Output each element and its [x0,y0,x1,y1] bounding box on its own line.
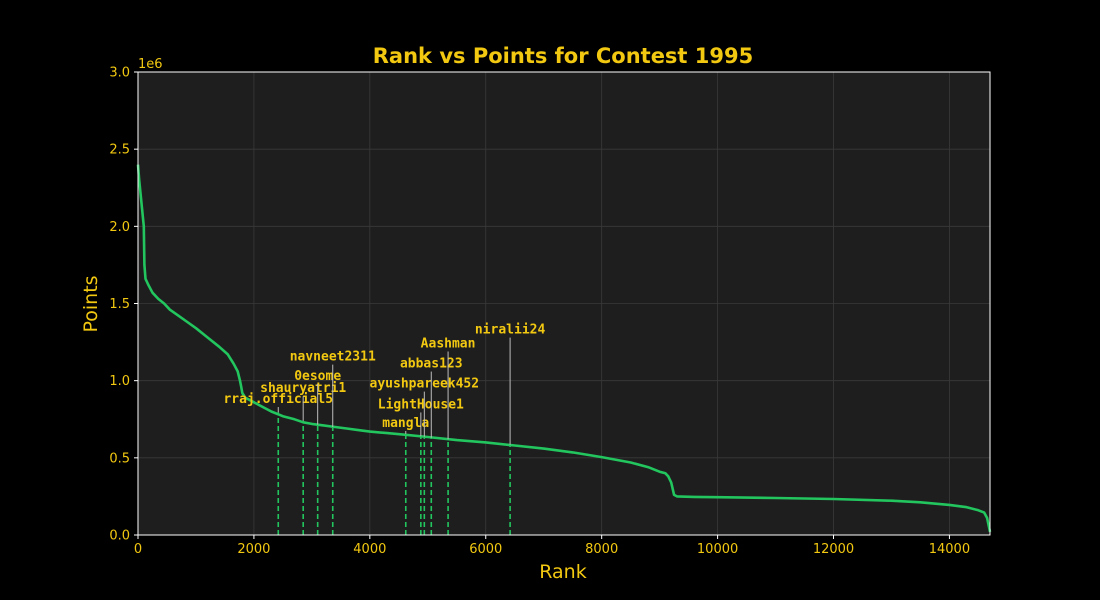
y-tick-label: 0.5 [109,451,130,466]
x-tick-label: 4000 [353,542,386,557]
annotation-label: abbas123 [400,357,463,372]
annotation-label: navneet2311 [290,350,376,365]
y-tick-label: 2.0 [109,220,130,235]
annotation-label: Aashman [421,336,476,351]
series-line [136,164,992,533]
y-tick-label: 1.0 [109,374,130,389]
chart-title: Rank vs Points for Contest 1995 [373,44,753,68]
x-tick-label: 0 [134,542,142,557]
x-tick-label: 2000 [237,542,270,557]
annotation-label: rraj.official5 [223,392,333,407]
annotation-label: niralii24 [475,323,546,338]
y-tick-label: 1.5 [109,297,130,312]
y-tick-label: 3.0 [109,66,130,81]
x-tick-label: 12000 [813,542,854,557]
x-axis-label: Rank [539,561,586,583]
x-tick-label: 6000 [469,542,502,557]
annotation-label: LightHouse1 [378,397,464,412]
annotation-label: mangla [382,416,429,431]
y-tick-label: 2.5 [109,143,130,158]
annotation-label: 0esome [294,369,341,384]
x-tick-label: 14000 [929,542,970,557]
x-tick-label: 8000 [585,542,618,557]
annotation-label: ayushpareek452 [370,377,480,392]
y-tick-label: 0.0 [109,529,130,544]
y-axis-offset-label: 1e6 [138,57,163,72]
annotation-label: shauryatri1 [260,381,346,396]
x-tick-label: 10000 [697,542,738,557]
y-axis-label: Points [80,275,102,332]
